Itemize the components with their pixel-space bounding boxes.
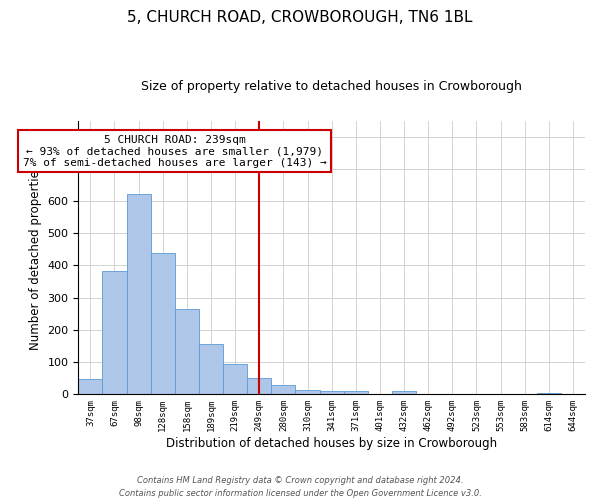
Bar [127, 194, 151, 394]
Bar [344, 391, 368, 394]
Bar [199, 344, 223, 395]
Bar [103, 271, 127, 394]
Bar [295, 390, 320, 394]
Bar [320, 391, 344, 394]
Bar [175, 309, 199, 394]
Text: 5 CHURCH ROAD: 239sqm
← 93% of detached houses are smaller (1,979)
7% of semi-de: 5 CHURCH ROAD: 239sqm ← 93% of detached … [23, 134, 326, 168]
X-axis label: Distribution of detached houses by size in Crowborough: Distribution of detached houses by size … [166, 437, 497, 450]
Bar [392, 391, 416, 394]
Bar [271, 384, 295, 394]
Text: 5, CHURCH ROAD, CROWBOROUGH, TN6 1BL: 5, CHURCH ROAD, CROWBOROUGH, TN6 1BL [127, 10, 473, 25]
Y-axis label: Number of detached properties: Number of detached properties [29, 164, 42, 350]
Bar [151, 252, 175, 394]
Bar [247, 378, 271, 394]
Bar [537, 392, 561, 394]
Bar [79, 379, 103, 394]
Bar [223, 364, 247, 394]
Title: Size of property relative to detached houses in Crowborough: Size of property relative to detached ho… [141, 80, 522, 93]
Text: Contains HM Land Registry data © Crown copyright and database right 2024.
Contai: Contains HM Land Registry data © Crown c… [119, 476, 481, 498]
